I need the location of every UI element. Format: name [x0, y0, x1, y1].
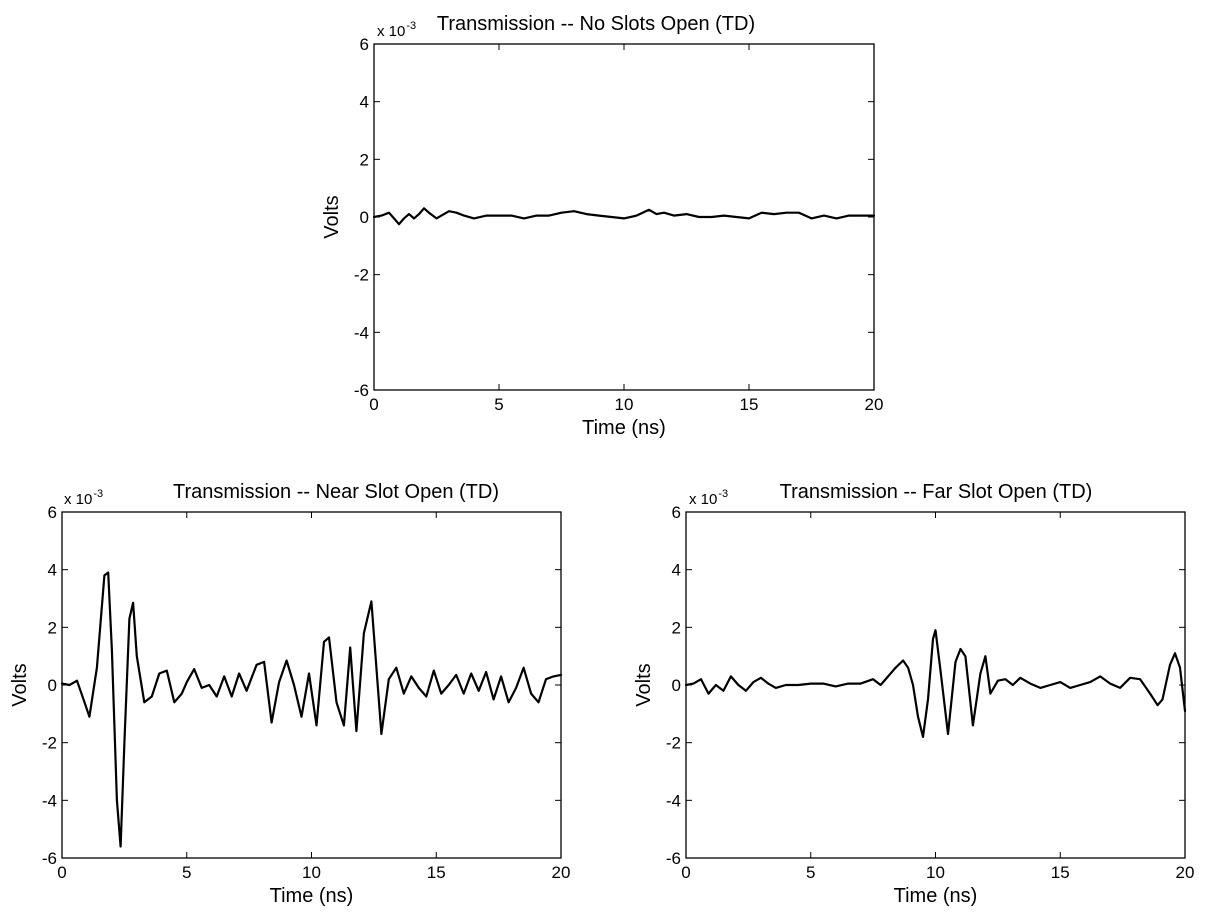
y-tick-label: 6 [672, 503, 681, 522]
x-tick-label: 20 [1176, 863, 1195, 882]
x-tick-label: 10 [302, 863, 321, 882]
y-tick-label: 4 [672, 561, 681, 580]
y-tick-label: 2 [48, 618, 57, 637]
axis-exponent-base: x 10 [64, 491, 92, 508]
x-tick-label: 0 [369, 395, 378, 414]
x-tick-label: 15 [740, 395, 759, 414]
axis-exponent-power: -3 [93, 488, 103, 500]
y-tick-label: 2 [360, 150, 369, 169]
x-axis-label: Time (ns) [894, 885, 978, 907]
axis-exponent-power: -3 [406, 20, 416, 32]
y-tick-label: 0 [48, 676, 57, 695]
y-tick-label: -6 [42, 849, 57, 868]
y-tick-label: -6 [354, 381, 369, 400]
chart-title: Transmission -- No Slots Open (TD) [437, 13, 755, 35]
y-axis-label: Volts [321, 195, 343, 238]
y-tick-label: -4 [666, 791, 681, 810]
y-tick-label: -2 [42, 734, 57, 753]
y-tick-label: 0 [360, 208, 369, 227]
x-tick-label: 5 [182, 863, 191, 882]
x-tick-label: 20 [552, 863, 571, 882]
plot-frame [373, 43, 875, 391]
y-tick-label: 2 [672, 618, 681, 637]
y-tick-label: 6 [48, 503, 57, 522]
y-tick-label: 6 [360, 35, 369, 54]
chart-title: Transmission -- Near Slot Open (TD) [173, 481, 499, 503]
panel-far-slot-open: 0 5 10 15 20 -6 -4 -2 0 2 4 6 x 10 -3 Transmission -- … [633, 481, 1194, 907]
series-line [684, 629, 1187, 739]
panel-no-slots-open: 0 5 10 15 20 -6 -4 -2 0 2 4 6 x 10 -3 Transmission -- … [321, 13, 883, 439]
x-tick-label: 0 [681, 863, 690, 882]
x-tick-label: 0 [57, 863, 66, 882]
axis-exponent-base: x 10 [689, 491, 717, 508]
y-tick-label: -2 [666, 734, 681, 753]
y-tick-label: 0 [672, 676, 681, 695]
y-tick-label: -4 [42, 791, 57, 810]
axis-exponent-base: x 10 [377, 23, 405, 40]
y-axis-label: Volts [633, 663, 655, 706]
x-tick-label: 5 [806, 863, 815, 882]
y-tick-label: -4 [354, 323, 369, 342]
x-tick-label: 15 [1051, 863, 1070, 882]
x-tick-label: 10 [615, 395, 634, 414]
x-axis-label: Time (ns) [270, 885, 354, 907]
y-axis-label: Volts [9, 663, 31, 706]
y-tick-label: 4 [48, 561, 57, 580]
y-tick-label: 4 [360, 93, 369, 112]
y-tick-label: -2 [354, 266, 369, 285]
series-line [60, 571, 563, 848]
panel-near-slot-open: 0 5 10 15 20 -6 -4 -2 0 2 4 6 x 10 -3 Transmission -- … [9, 481, 570, 907]
y-tick-label: -6 [666, 849, 681, 868]
series-line [372, 207, 876, 226]
axis-exponent-power: -3 [718, 488, 728, 500]
x-axis-label: Time (ns) [582, 417, 666, 439]
x-tick-label: 20 [865, 395, 884, 414]
x-tick-label: 5 [494, 395, 503, 414]
plot-frame [685, 511, 1186, 859]
x-tick-label: 10 [926, 863, 945, 882]
x-tick-label: 15 [427, 863, 446, 882]
chart-title: Transmission -- Far Slot Open (TD) [780, 481, 1093, 503]
